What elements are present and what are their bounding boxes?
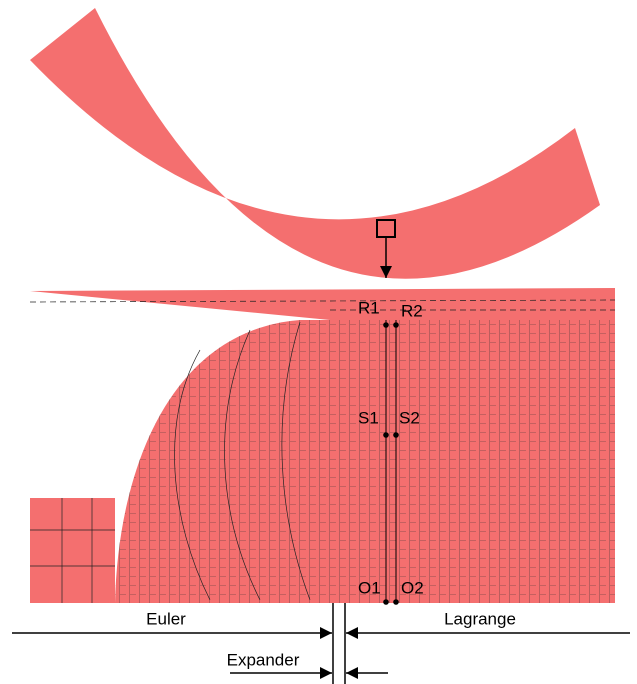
point-label: O2 xyxy=(401,578,424,597)
point-label: R1 xyxy=(358,298,380,317)
mesh xyxy=(100,310,620,610)
tool-wedge xyxy=(30,288,615,320)
region-label: Euler xyxy=(146,609,186,628)
region-label: Expander xyxy=(227,650,300,669)
curved-band xyxy=(30,8,600,279)
point-label: S2 xyxy=(399,408,420,427)
point-label: S1 xyxy=(358,408,379,427)
diagram: R1 R2 S1 S2 O1 O2 Euler Lagrange Expande… xyxy=(0,0,637,684)
left-block xyxy=(30,498,115,603)
point-label: O1 xyxy=(358,578,381,597)
region-label: Lagrange xyxy=(444,609,516,628)
point-label: R2 xyxy=(401,301,423,320)
